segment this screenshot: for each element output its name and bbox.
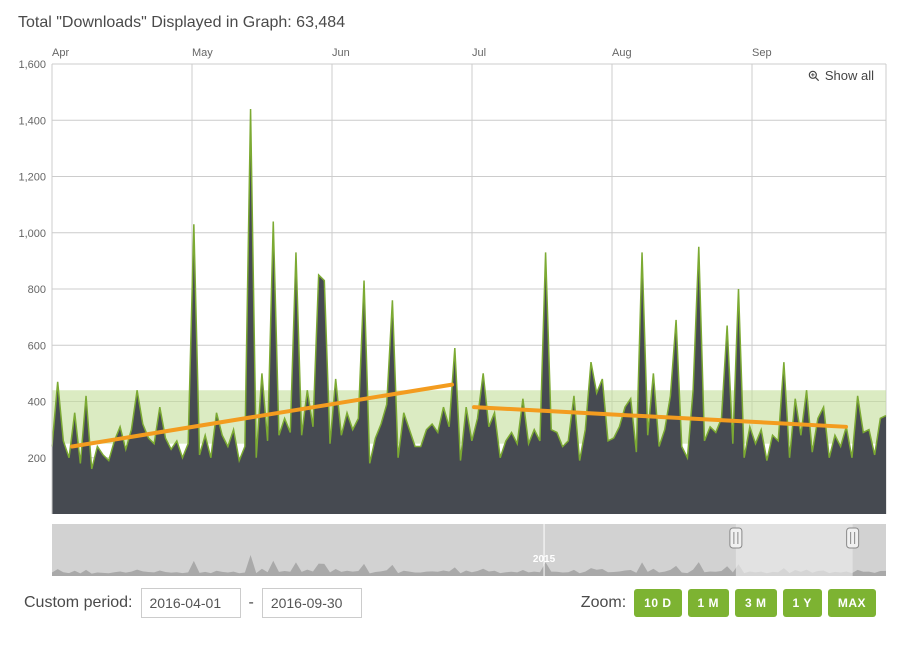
magnify-icon — [807, 69, 821, 83]
date-from-input[interactable] — [141, 588, 241, 618]
svg-text:400: 400 — [28, 397, 46, 409]
zoom-controls: Zoom: 10 D1 M3 M1 YMAX — [581, 589, 876, 617]
svg-text:May: May — [192, 47, 213, 59]
downloads-chart: 200 400 600 800 1,000 1,200 1,400 1,600 Apr May Ju… — [14, 40, 890, 580]
svg-text:Jun: Jun — [332, 47, 350, 59]
date-to-input[interactable] — [262, 588, 362, 618]
show-all-label: Show all — [825, 68, 874, 83]
custom-period-label: Custom period: — [24, 594, 133, 612]
chart-title: Total "Downloads" Displayed in Graph: 63… — [18, 14, 890, 32]
chart-container: 200 400 600 800 1,000 1,200 1,400 1,600 Apr May Ju… — [14, 40, 890, 580]
svg-text:800: 800 — [28, 284, 46, 296]
zoom-btn-1m[interactable]: 1 M — [688, 589, 730, 617]
svg-text:Aug: Aug — [612, 47, 632, 59]
svg-text:1,400: 1,400 — [18, 115, 46, 127]
show-all-button[interactable]: Show all — [807, 68, 874, 83]
zoom-btn-10d[interactable]: 10 D — [634, 589, 681, 617]
svg-text:1,000: 1,000 — [18, 228, 46, 240]
zoom-btn-1y[interactable]: 1 Y — [783, 589, 822, 617]
svg-text:Sep: Sep — [752, 47, 772, 59]
svg-text:1,600: 1,600 — [18, 59, 46, 71]
zoom-label: Zoom: — [581, 594, 626, 612]
controls-row: Custom period: - Zoom: 10 D1 M3 M1 YMAX — [14, 588, 886, 618]
svg-text:600: 600 — [28, 340, 46, 352]
date-separator: - — [249, 594, 254, 612]
zoom-btn-max[interactable]: MAX — [828, 589, 876, 617]
custom-period: Custom period: - — [24, 588, 362, 618]
svg-text:Jul: Jul — [472, 47, 486, 59]
svg-text:1,200: 1,200 — [18, 172, 46, 184]
svg-text:Apr: Apr — [52, 47, 69, 59]
zoom-btn-3m[interactable]: 3 M — [735, 589, 777, 617]
svg-text:200: 200 — [28, 453, 46, 465]
